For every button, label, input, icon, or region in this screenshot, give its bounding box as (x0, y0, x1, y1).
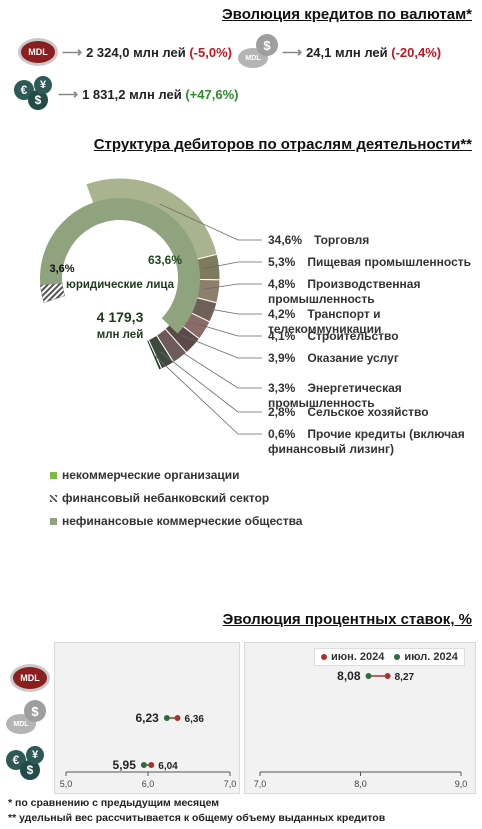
rate-label-jul: 5,95 (113, 758, 137, 772)
footnote-1: * по сравнению с предыдущим месяцем (8, 797, 220, 809)
legend-item: некоммерческие организации (50, 468, 240, 482)
sector-label: 34,6% Торговля (268, 233, 369, 247)
center-label-text: юридические лица (66, 279, 175, 291)
legend-swatch (50, 517, 57, 525)
rate-label-jul: 8,08 (337, 669, 361, 683)
sector-label: 4,2% Транспорт и телекоммуникации (268, 307, 381, 336)
sector-label: 3,3% Энергетическая промышленность (268, 381, 402, 410)
sector-label: 3,9% Оказание услуг (268, 351, 399, 365)
leader-line (170, 344, 262, 389)
x-tick-label: 6,0 (142, 779, 155, 789)
footnote-2: ** удельный вес рассчитывается к общему … (8, 812, 386, 824)
legend-item: финансовый небанковский сектор (50, 491, 269, 505)
inner-slice-financial-nonbank (40, 282, 66, 303)
structure-title: Структура дебиторов по отраслям деятельн… (93, 136, 472, 153)
leader-line (198, 306, 262, 315)
inner-small-pct: 3,6% (49, 263, 74, 275)
mdl-credit-change: (-5,0%) (189, 44, 232, 60)
inner-big-pct: 63,6% (148, 253, 182, 267)
legend-item: нефинансовые коммерческие общества (50, 514, 302, 528)
x-tick-label: 8,0 (354, 779, 367, 789)
mdl-credit-row: MDL ⟶ 2 324,0 млн лей (-5,0%) (18, 38, 232, 66)
leader-line (159, 351, 262, 413)
rates-legend: июн. 2024 июл. 2024 (314, 648, 465, 666)
rate-point-jun (148, 762, 155, 768)
legend-jun-dot (321, 654, 327, 660)
sector-label: 2,8% Сельское хозяйство (268, 405, 429, 419)
mdl-icon: MDL (18, 38, 58, 66)
legend-jul-label: июл. 2024 (404, 651, 458, 663)
rate-point-jul (365, 673, 372, 679)
center-value: 4 179,3 (97, 309, 144, 325)
legend-label: финансовый небанковский сектор (62, 491, 270, 505)
rate-label-jun: 8,27 (395, 672, 415, 683)
rates-mdl-icon-label: MDL (20, 673, 40, 683)
rates-panel-right (244, 642, 476, 794)
rate-point-jul (163, 715, 170, 721)
legend-jul-dot (394, 654, 401, 660)
inner-slice-nonfinancial (39, 198, 201, 334)
legend-label: нефинансовые коммерческие общества (62, 514, 303, 528)
eur-credit-row: € $ ¥ ⟶ 1 831,2 млн лей (+47,6%) (14, 76, 238, 112)
x-tick-label: 7,0 (224, 779, 237, 789)
x-tick-label: 5,0 (60, 779, 73, 789)
arrow-icon: ⟶ (62, 43, 83, 60)
leader-line (159, 203, 262, 241)
usd-credit-value: 24,1 млн лей (306, 44, 388, 60)
rate-point-jun (384, 673, 391, 679)
usd-coins-icon: MDL $ (238, 34, 278, 70)
usd-credit-change: (-20,4%) (391, 44, 442, 60)
rate-point-jun (174, 715, 181, 721)
leader-line (181, 334, 262, 359)
legend-swatch (50, 471, 57, 479)
mdl-icon-label: MDL (28, 47, 48, 57)
eur-credit-value: 1 831,2 млн лей (82, 86, 182, 102)
leader-line (203, 261, 262, 270)
x-tick-label: 9,0 (455, 779, 468, 789)
rate-point-jul (140, 762, 147, 768)
center-unit: млн лей (97, 329, 144, 341)
leader-line (191, 321, 262, 337)
legend-jun-label: июн. 2024 (331, 651, 385, 663)
arrow-icon: ⟶ (282, 43, 303, 60)
mdl-credit-value: 2 324,0 млн лей (86, 44, 186, 60)
legend-label: некоммерческие организации (62, 468, 240, 482)
x-tick-label: 7,0 (254, 779, 267, 789)
sector-label: 4,1% Строительство (268, 329, 399, 343)
usd-credit-row: MDL $ ⟶ 24,1 млн лей (-20,4%) (238, 34, 441, 70)
debtors-donut-chart: 34,6% Торговля 5,3% Пищевая промышленност… (39, 177, 471, 456)
rates-title: Эволюция процентных ставок, % (222, 611, 472, 628)
rates-chart: 5,0 6,0 7,0 7,0 8,0 9,0 6,23 6,36 5,95 6,04 8,08 8… (60, 669, 468, 789)
sector-label: 4,8% Производственная промышленность (268, 277, 420, 306)
arrow-icon: ⟶ (58, 85, 79, 102)
legend-swatch (50, 494, 57, 502)
rate-label-jul: 6,23 (136, 711, 160, 725)
credits-title: Эволюция кредитов по валютам* (222, 6, 472, 23)
sector-label: 0,6% Прочие кредиты (включая финансовый л… (268, 427, 465, 456)
sector-label: 5,3% Пищевая промышленность (268, 255, 471, 269)
rate-label-jun: 6,36 (185, 714, 205, 725)
eur-credit-change: (+47,6%) (185, 86, 239, 102)
leader-line (203, 283, 262, 290)
rates-panel-left (54, 642, 240, 794)
rate-label-jun: 6,04 (158, 761, 178, 772)
center-label: юридические лица (66, 279, 175, 291)
rates-mdl-icon: MDL (10, 664, 50, 692)
eur-coins-icon: € $ ¥ (14, 76, 54, 112)
leader-line (153, 354, 262, 435)
rates-eur-icon: € $ ¥ (6, 746, 46, 782)
rates-usd-icon: MDL $ (6, 700, 46, 736)
